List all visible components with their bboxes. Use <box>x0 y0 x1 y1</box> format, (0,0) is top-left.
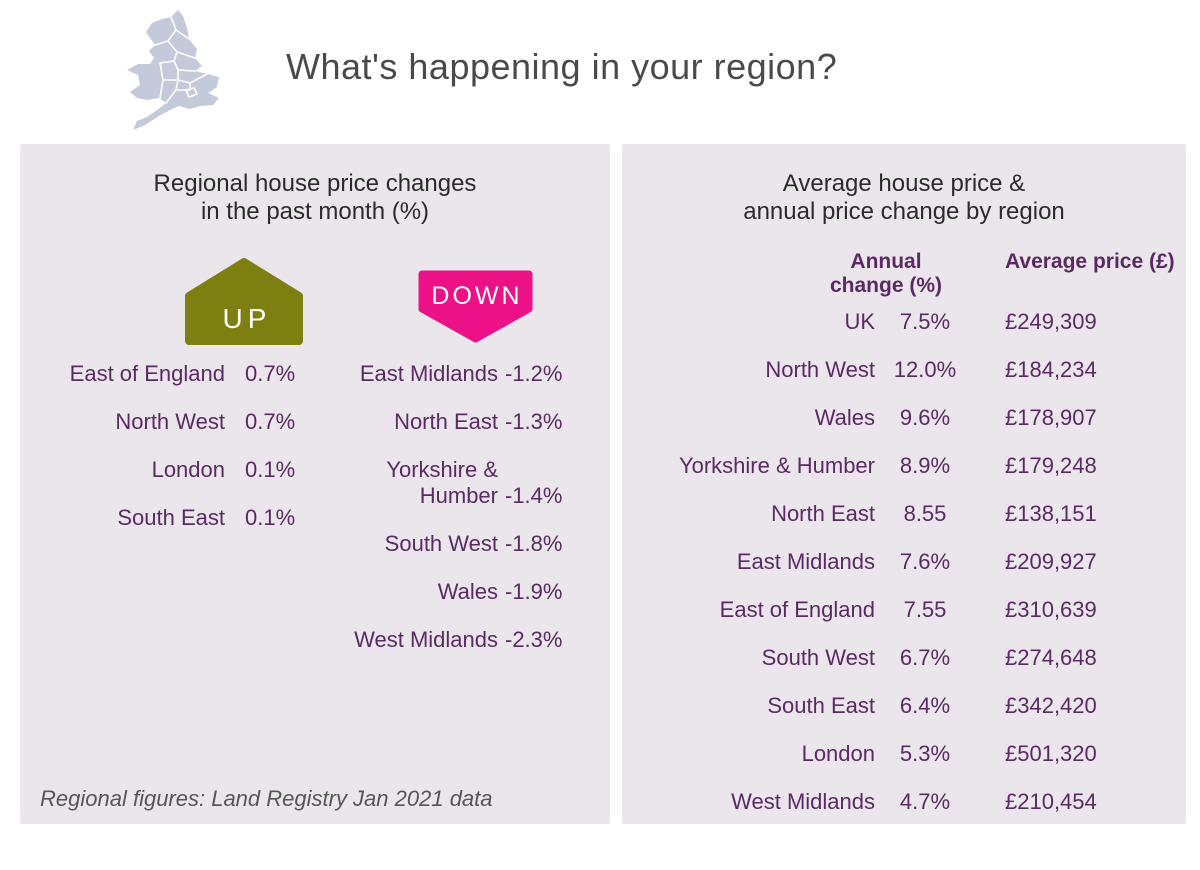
england-wales-map-icon <box>127 10 219 130</box>
table-cell-region: West Midlands <box>731 789 875 814</box>
region-name: South West <box>384 531 498 556</box>
monthly-change-panel: Regional house price changes in the past… <box>20 144 610 824</box>
table-cell-price: £210,454 <box>1005 789 1097 814</box>
region-change: 0.7% <box>245 409 296 434</box>
table-cell-price: £501,320 <box>1005 741 1097 766</box>
monthly-change-title-line2: in the past month (%) <box>200 198 430 225</box>
region-change: 0.7% <box>245 361 296 386</box>
region-change: -1.2% <box>505 361 563 386</box>
source-footnote: Regional figures: Land Registry Jan 2021… <box>40 786 493 811</box>
table-cell-region: East Midlands <box>736 549 875 574</box>
down-region-list: East Midlands -1.2% North East -1.3% Yor… <box>338 361 580 675</box>
table-cell-price: £342,420 <box>1005 693 1097 718</box>
table-cell-change: 8.55 <box>903 501 947 526</box>
monthly-change-title-line1: Regional house price changes <box>153 170 477 197</box>
table-cell-region: South East <box>767 693 875 718</box>
down-arrow-icon: DOWN <box>418 270 533 343</box>
average-price-title-line2: annual price change by region <box>743 198 1065 225</box>
table-cell-price: £310,639 <box>1005 597 1097 622</box>
list-item: North West 0.7% <box>55 409 315 435</box>
region-change: 0.1% <box>245 457 296 482</box>
average-price-title: Average house price & annual price chang… <box>622 170 1186 226</box>
table-cell-change: 7.5% <box>899 309 951 334</box>
list-item: North East -1.3% <box>338 409 580 435</box>
table-cell-change: 9.6% <box>899 405 951 430</box>
table-cell-region: Wales <box>814 405 875 430</box>
list-item: London 0.1% <box>55 457 315 483</box>
table-cell-change: 6.4% <box>899 693 951 718</box>
up-badge-label: UP <box>223 303 272 334</box>
region-name: North East <box>394 409 498 434</box>
table-cell-change: 7.6% <box>899 549 951 574</box>
list-item: East Midlands -1.2% <box>338 361 580 387</box>
annual-change-column-header: Annual change (%) <box>829 250 942 297</box>
region-change: -1.3% <box>505 409 563 434</box>
table-cell-region: East of England <box>719 597 875 622</box>
list-item: East of England 0.7% <box>55 361 315 387</box>
down-badge-label: DOWN <box>431 282 522 310</box>
table-cell-change: 6.7% <box>899 645 951 670</box>
average-price-column-header: Average price (£) <box>1005 250 1175 273</box>
list-item: South West -1.8% <box>338 531 580 557</box>
region-change: -1.4% <box>505 483 563 508</box>
table-cell-region: Yorkshire & Humber <box>678 453 875 478</box>
monthly-change-title: Regional house price changes in the past… <box>20 170 610 226</box>
average-price-panel: Average house price & annual price chang… <box>622 144 1186 824</box>
table-cell-change: 7.55 <box>903 597 947 622</box>
up-region-list: East of England 0.7% North West 0.7% Lon… <box>55 361 315 553</box>
region-name: London <box>151 457 225 482</box>
region-name: West Midlands <box>354 627 498 652</box>
list-item: Yorkshire & Humber -1.4% <box>338 457 580 509</box>
region-change: 0.1% <box>245 505 296 530</box>
table-cell-change: 8.9% <box>899 453 951 478</box>
table-cell-region: South West <box>761 645 875 670</box>
region-change: -1.9% <box>505 579 563 604</box>
region-price-table: UK 7.5% £249,309 North West 12.0% £184,2… <box>622 298 1186 826</box>
region-name: East Midlands <box>359 361 498 386</box>
region-name: East of England <box>69 361 225 386</box>
region-name: North West <box>115 409 225 434</box>
table-cell-change: 4.7% <box>899 789 951 814</box>
table-cell-price: £209,927 <box>1005 549 1097 574</box>
up-arrow-house-icon: UP <box>185 258 303 345</box>
table-cell-price: £184,234 <box>1005 357 1097 382</box>
table-cell-region: London <box>801 741 875 766</box>
region-change: -2.3% <box>505 627 563 652</box>
list-item: Wales -1.9% <box>338 579 580 605</box>
page-title: What's happening in your region? <box>286 46 838 87</box>
region-name: Wales <box>437 579 498 604</box>
table-cell-price: £138,151 <box>1005 501 1097 526</box>
table-cell-region: North West <box>765 357 875 382</box>
table-cell-price: £274,648 <box>1005 645 1097 670</box>
table-cell-region: North East <box>771 501 875 526</box>
region-change: -1.8% <box>505 531 563 556</box>
region-name: South East <box>117 505 225 530</box>
table-cell-price: £178,907 <box>1005 405 1097 430</box>
table-cell-change: 12.0% <box>893 357 957 382</box>
list-item: West Midlands -2.3% <box>338 627 580 653</box>
table-cell-price: £249,309 <box>1005 309 1097 334</box>
list-item: South East 0.1% <box>55 505 315 531</box>
region-name: Yorkshire & Humber <box>386 457 498 508</box>
table-cell-price: £179,248 <box>1005 453 1097 478</box>
table-cell-region: UK <box>844 309 875 334</box>
table-cell-change: 5.3% <box>899 741 951 766</box>
average-price-title-line1: Average house price & <box>782 170 1026 197</box>
